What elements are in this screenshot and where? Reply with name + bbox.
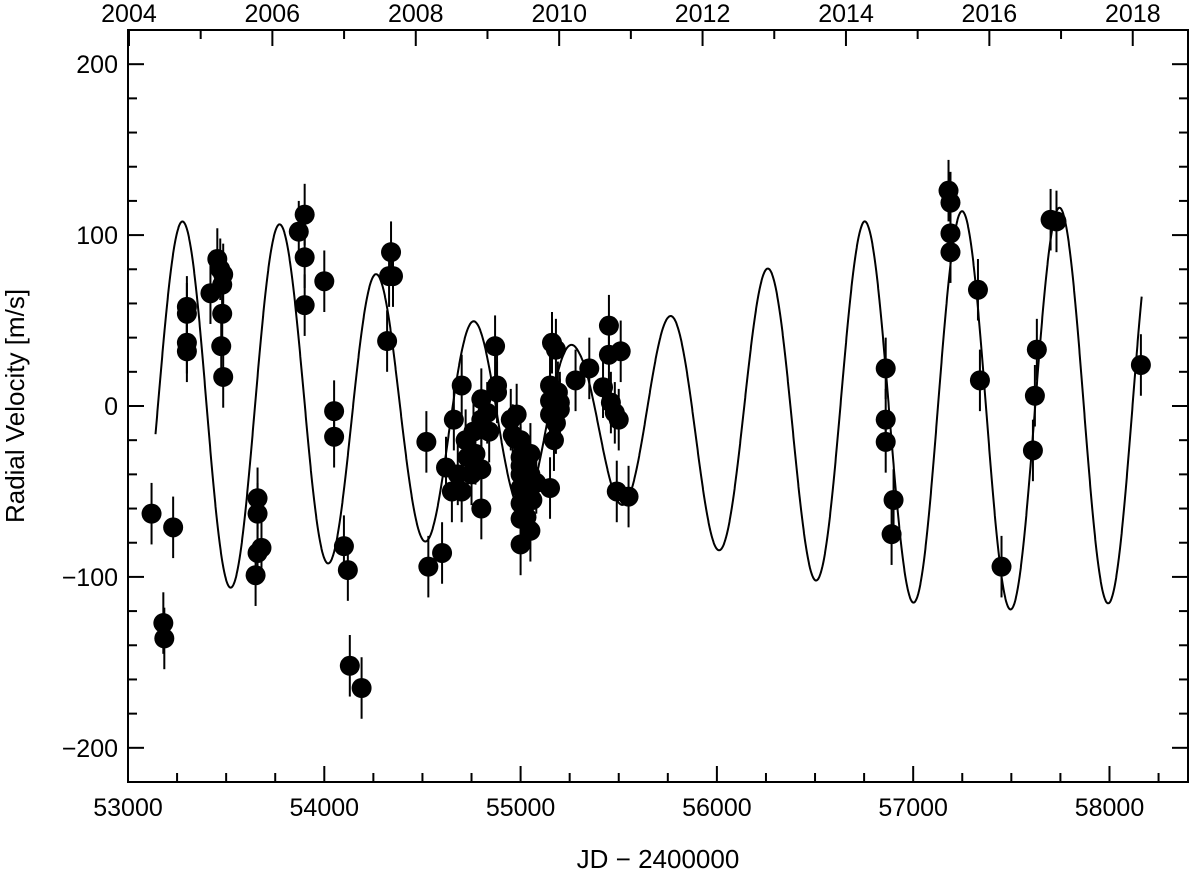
x-tick-label: 56000 bbox=[682, 794, 752, 822]
data-point bbox=[247, 503, 268, 524]
data-point bbox=[294, 247, 315, 268]
data-point bbox=[608, 409, 629, 430]
data-point bbox=[324, 426, 345, 447]
data-point bbox=[163, 517, 184, 538]
top-year-label: 2016 bbox=[962, 0, 1018, 28]
data-point bbox=[251, 537, 272, 558]
data-point bbox=[487, 382, 508, 403]
top-year-label: 2010 bbox=[531, 0, 587, 28]
data-point bbox=[1024, 385, 1045, 406]
x-tick-label: 54000 bbox=[290, 794, 360, 822]
data-point bbox=[522, 490, 543, 510]
data-point bbox=[543, 430, 564, 451]
x-tick-label: 57000 bbox=[878, 794, 948, 822]
data-point bbox=[477, 402, 498, 423]
data-point bbox=[339, 655, 360, 676]
x-tick-label: 55000 bbox=[486, 794, 556, 822]
data-point bbox=[418, 556, 439, 577]
data-point bbox=[245, 565, 266, 586]
data-point bbox=[333, 536, 354, 557]
y-tick-labels: −200 −100 0 100 200 bbox=[62, 51, 118, 763]
data-point bbox=[967, 279, 988, 300]
x-tick-label: 58000 bbox=[1075, 794, 1145, 822]
data-point bbox=[337, 560, 358, 581]
data-point bbox=[1022, 440, 1043, 461]
data-point bbox=[506, 404, 527, 425]
data-point bbox=[154, 628, 175, 649]
data-point bbox=[1046, 211, 1067, 232]
data-point bbox=[432, 542, 453, 563]
y-axis-title: Radial Velocity [m/s] bbox=[0, 289, 30, 523]
axis-ticks bbox=[127, 29, 1188, 783]
data-point bbox=[940, 242, 961, 263]
data-point bbox=[471, 498, 492, 519]
data-point bbox=[451, 481, 472, 502]
data-point bbox=[213, 264, 234, 285]
data-point bbox=[875, 431, 896, 452]
data-point bbox=[211, 336, 232, 357]
data-point bbox=[451, 375, 472, 396]
y-tick-label: −100 bbox=[62, 564, 118, 592]
top-year-labels: 2004 2006 2008 2010 2012 2014 2016 2018 bbox=[101, 0, 1160, 28]
data-point bbox=[969, 370, 990, 391]
top-year-label: 2004 bbox=[101, 0, 157, 28]
top-year-label: 2018 bbox=[1105, 0, 1161, 28]
data-point bbox=[883, 490, 904, 510]
data-point bbox=[991, 556, 1012, 577]
data-point bbox=[610, 341, 631, 362]
x-tick-labels: 53000 54000 55000 56000 57000 58000 bbox=[93, 794, 1144, 822]
data-point bbox=[213, 366, 234, 387]
top-year-label: 2006 bbox=[244, 0, 300, 28]
data-point bbox=[479, 421, 500, 442]
data-point bbox=[288, 221, 309, 242]
top-year-label: 2014 bbox=[818, 0, 874, 28]
data-point bbox=[565, 370, 586, 391]
data-point bbox=[443, 409, 464, 430]
model-curve bbox=[154, 206, 1143, 611]
data-point bbox=[579, 358, 600, 379]
y-tick-label: 100 bbox=[76, 222, 118, 250]
x-axis-title: JD − 2400000 bbox=[577, 844, 740, 874]
data-point bbox=[471, 459, 492, 480]
data-point bbox=[520, 520, 541, 541]
data-point bbox=[875, 358, 896, 379]
plot-frame bbox=[127, 29, 1189, 783]
top-year-label: 2008 bbox=[388, 0, 444, 28]
data-point bbox=[381, 242, 402, 263]
y-tick-label: 0 bbox=[104, 393, 118, 421]
top-year-label: 2012 bbox=[675, 0, 731, 28]
data-point bbox=[1026, 339, 1047, 360]
data-point bbox=[176, 341, 197, 362]
data-point bbox=[549, 392, 570, 413]
data-point bbox=[383, 266, 403, 287]
y-tick-label: 200 bbox=[76, 51, 118, 79]
data-point bbox=[545, 339, 566, 360]
data-point bbox=[881, 524, 902, 545]
data-point bbox=[618, 486, 639, 507]
data-point bbox=[1130, 354, 1151, 375]
data-point bbox=[447, 464, 468, 485]
data-point bbox=[294, 204, 315, 225]
data-point bbox=[485, 336, 506, 357]
data-point bbox=[377, 331, 398, 352]
data-point bbox=[314, 271, 335, 292]
data-point bbox=[540, 478, 561, 499]
data-point bbox=[351, 678, 372, 698]
data-point bbox=[212, 303, 233, 324]
y-tick-label: −200 bbox=[62, 735, 118, 763]
data-point bbox=[416, 431, 437, 452]
data-points bbox=[141, 159, 1151, 719]
data-point bbox=[294, 295, 315, 316]
data-point bbox=[141, 503, 162, 524]
x-tick-label: 53000 bbox=[93, 794, 163, 822]
